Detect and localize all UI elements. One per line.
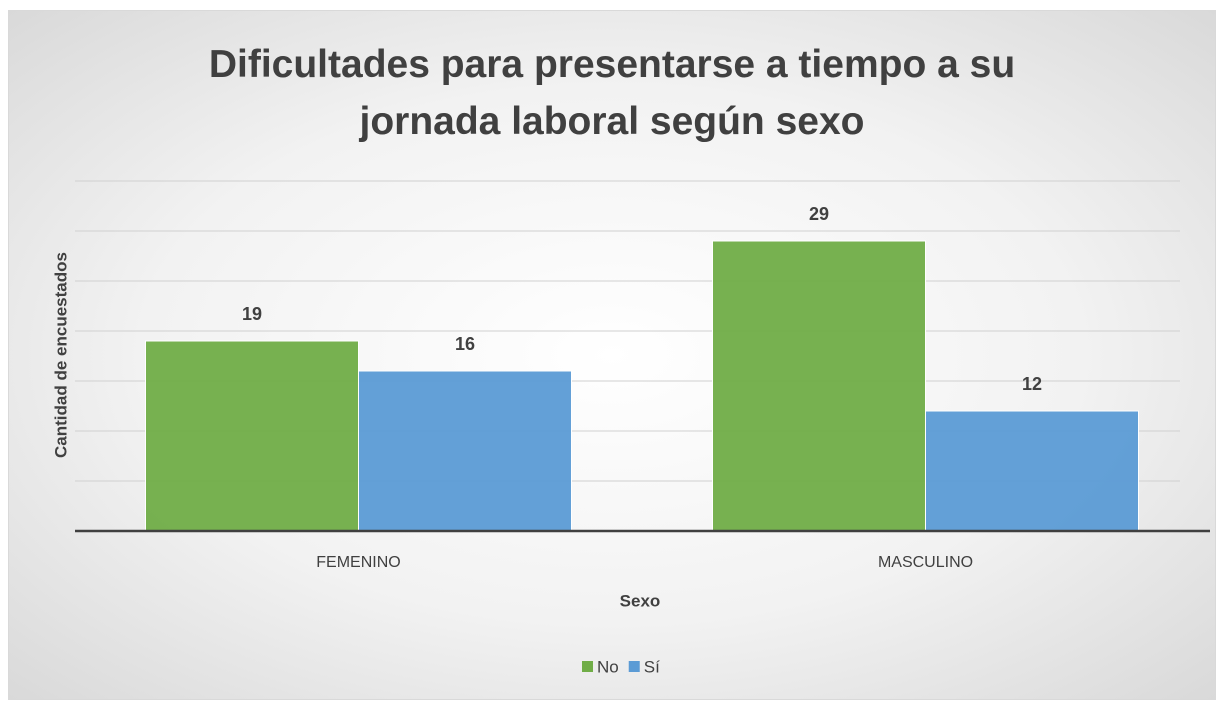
data-label: 16 <box>455 334 475 354</box>
x-axis-label: Sexo <box>620 591 661 610</box>
chart-title: Dificultades para presentarse a tiempo a… <box>208 43 1016 143</box>
data-label: 12 <box>1022 374 1042 394</box>
legend-label: Sí <box>644 657 660 676</box>
bar <box>358 370 572 532</box>
y-axis-label: Cantidad de encuestados <box>51 252 70 458</box>
legend-swatch <box>582 661 593 672</box>
bar <box>145 340 359 532</box>
bar <box>712 240 926 532</box>
legend-swatch <box>628 661 640 672</box>
data-label: 29 <box>809 204 829 224</box>
x-tick-label: MASCULINO <box>878 554 973 571</box>
x-tick-label: FEMENINO <box>316 554 400 571</box>
bar <box>925 410 1139 532</box>
data-label: 19 <box>242 304 262 324</box>
legend-label: No <box>597 657 619 676</box>
